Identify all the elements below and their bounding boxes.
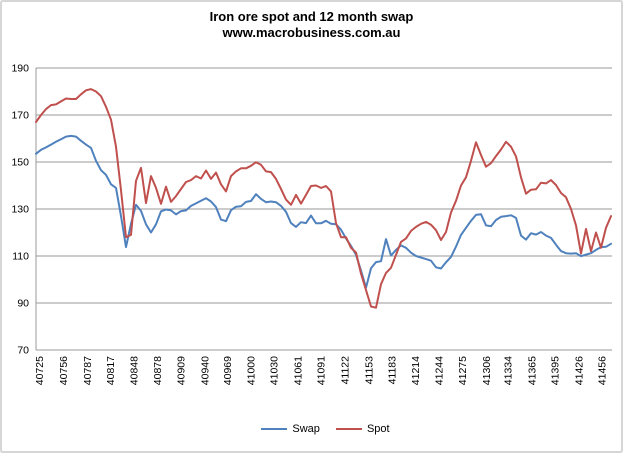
x-axis-tick-label: 41395	[549, 356, 561, 385]
x-axis-tick-label: 41153	[363, 356, 375, 385]
y-axis-tick-label: 130	[11, 204, 29, 216]
legend-item-swap: Swap	[261, 423, 320, 435]
x-axis-tick-label: 40909	[176, 356, 188, 385]
x-axis-tick-label: 40787	[82, 356, 94, 385]
legend-line-swatch	[335, 428, 362, 430]
legend-item-spot: Spot	[335, 423, 390, 435]
x-axis-tick-label: 41000	[246, 356, 258, 385]
x-axis-tick-label: 40940	[199, 356, 211, 385]
x-axis-tick-label: 40725	[34, 356, 46, 385]
x-axis-tick-label: 40969	[222, 356, 234, 385]
x-axis-tick-label: 40756	[58, 356, 70, 385]
y-axis-tick-label: 150	[11, 157, 29, 169]
y-axis-tick-label: 190	[11, 63, 29, 75]
y-axis-tick-label: 170	[11, 110, 29, 122]
x-axis-tick-label: 40878	[152, 356, 164, 385]
legend-label: Swap	[292, 423, 320, 435]
chart-title-line1: Iron ore spot and 12 month swap	[209, 9, 414, 24]
legend-line-swatch	[261, 428, 288, 430]
y-axis-tick-label: 110	[12, 251, 29, 263]
x-axis-tick-label: 41214	[410, 356, 422, 385]
x-axis-tick-label: 40817	[105, 356, 117, 385]
x-axis-tick-label: 41306	[481, 356, 493, 385]
series-line-spot	[35, 88, 612, 309]
x-axis-tick-label: 41030	[269, 356, 281, 385]
x-axis-tick-label: 41061	[293, 356, 305, 385]
x-axis-tick-label: 41183	[386, 356, 398, 385]
chart-title-line2: www.macrobusiness.com.au	[222, 25, 401, 40]
x-axis-tick-label: 41334	[503, 356, 515, 385]
chart-title: Iron ore spot and 12 month swap www.macr…	[2, 9, 621, 41]
legend-label: Spot	[366, 423, 390, 435]
y-axis-tick-label: 90	[17, 298, 29, 310]
series-line-swap	[35, 134, 612, 289]
legend: Swap Spot	[38, 420, 613, 438]
x-axis-tick-label: 41244	[433, 356, 445, 385]
x-axis-tick-label: 40848	[129, 356, 141, 385]
x-axis-tick-label: 41426	[573, 356, 585, 385]
x-axis-tick-label: 41091	[316, 356, 328, 385]
x-axis-tick-label: 41122	[339, 356, 351, 385]
y-axis-tick-label: 70	[17, 345, 29, 357]
x-axis-tick-label: 41275	[457, 356, 469, 385]
x-axis-tick-label: 41456	[596, 356, 608, 385]
x-axis-tick-label: 41365	[526, 356, 538, 385]
